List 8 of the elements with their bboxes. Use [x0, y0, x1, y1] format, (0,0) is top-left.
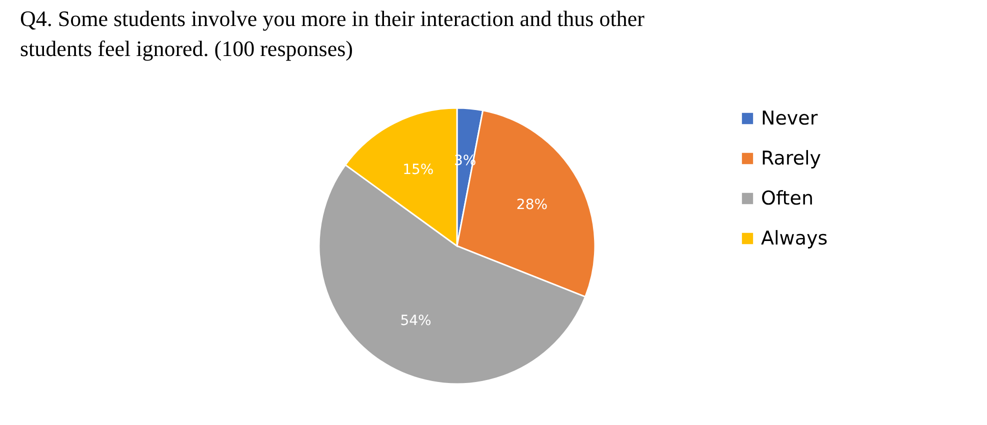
- legend-label: Often: [761, 188, 814, 210]
- chart-title: Q4. Some students involve you more in their interaction and thus other students feel ignored. (100 responses): [20, 6, 646, 61]
- legend-label: Rarely: [761, 148, 822, 170]
- legend-label: Never: [761, 108, 818, 130]
- legend-label: Always: [761, 228, 828, 250]
- data-label: 15%: [402, 162, 434, 178]
- data-label: 54%: [400, 312, 432, 329]
- data-label: 28%: [516, 196, 548, 213]
